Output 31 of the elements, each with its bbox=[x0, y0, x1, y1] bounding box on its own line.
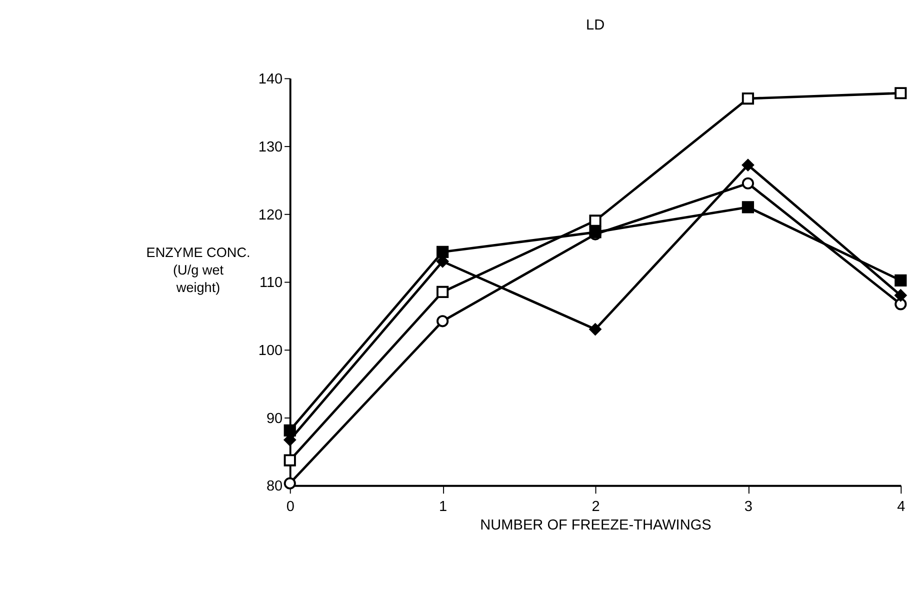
y-axis-title: ENZYME CONC. (U/g wet weight) bbox=[146, 245, 250, 295]
chart-title: LD bbox=[586, 18, 605, 34]
point bbox=[436, 246, 449, 258]
point bbox=[436, 315, 449, 328]
x-tick-label: 3 bbox=[744, 499, 753, 516]
x-axis-title: NUMBER OF FREEZE-THAWINGS bbox=[480, 517, 712, 534]
y-tick-label: 140 bbox=[258, 72, 283, 88]
point bbox=[589, 323, 602, 336]
point bbox=[284, 424, 296, 436]
point bbox=[894, 87, 907, 100]
point bbox=[894, 289, 907, 302]
y-tick-label: 110 bbox=[259, 275, 283, 292]
point bbox=[589, 214, 602, 227]
point bbox=[284, 454, 296, 466]
point bbox=[436, 286, 449, 298]
point bbox=[894, 298, 907, 310]
point bbox=[284, 477, 296, 490]
point bbox=[894, 274, 907, 286]
y-tick-label: 120 bbox=[258, 207, 283, 224]
x-tick-label: 1 bbox=[439, 499, 448, 516]
point bbox=[742, 177, 754, 190]
point bbox=[742, 92, 754, 105]
x-tick-label: 0 bbox=[286, 499, 294, 516]
x-tick-label: 2 bbox=[592, 499, 600, 516]
point bbox=[742, 201, 754, 214]
y-tick-label: 80 bbox=[266, 478, 283, 495]
point bbox=[742, 159, 754, 172]
y-tick-label: 130 bbox=[258, 139, 283, 156]
x-tick-label: 4 bbox=[897, 499, 906, 516]
y-tick-label: 90 bbox=[266, 410, 283, 427]
y-tick-label: 100 bbox=[258, 342, 283, 359]
